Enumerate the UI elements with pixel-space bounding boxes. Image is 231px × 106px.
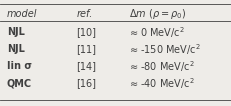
Text: lin σ: lin σ	[7, 61, 32, 71]
Text: [10]: [10]	[76, 27, 96, 37]
Text: NJL: NJL	[7, 27, 25, 37]
Text: $\Delta m\ (\rho = \rho_0)$: $\Delta m\ (\rho = \rho_0)$	[129, 7, 186, 21]
Text: [16]: [16]	[76, 78, 96, 88]
Text: [14]: [14]	[76, 61, 96, 71]
Text: ≈ 0 MeV/c$^2$: ≈ 0 MeV/c$^2$	[129, 25, 185, 40]
Text: ≈ -40 MeV/c$^2$: ≈ -40 MeV/c$^2$	[129, 76, 195, 91]
Text: model: model	[7, 9, 37, 19]
Text: NJL: NJL	[7, 44, 25, 54]
Text: QMC: QMC	[7, 78, 32, 88]
Text: ≈ -150 MeV/c$^2$: ≈ -150 MeV/c$^2$	[129, 42, 201, 57]
Text: [11]: [11]	[76, 44, 96, 54]
Text: ref.: ref.	[76, 9, 93, 19]
Text: ≈ -80 MeV/c$^2$: ≈ -80 MeV/c$^2$	[129, 59, 195, 74]
